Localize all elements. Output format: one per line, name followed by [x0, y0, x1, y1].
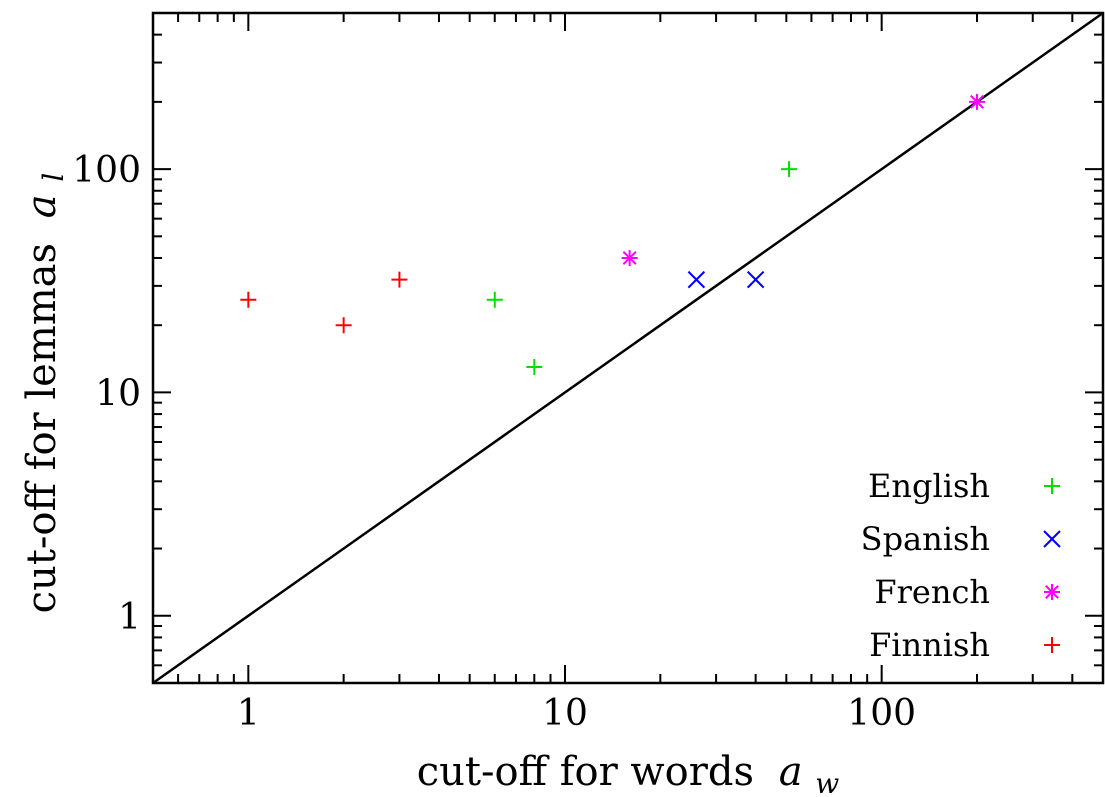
- data-point-english: [486, 291, 503, 308]
- legend-item-french: French: [874, 573, 1060, 611]
- marker-stroke: [746, 270, 765, 289]
- marker-stroke: [687, 270, 706, 289]
- x-axis-label-subscript: w: [815, 767, 839, 797]
- legend-marker-spanish: [1043, 530, 1061, 548]
- x-tick-labels: 1 10 100: [237, 693, 916, 734]
- data-point-english: [781, 161, 798, 178]
- data-point-finnish: [391, 271, 408, 288]
- legend-label: French: [874, 573, 990, 611]
- x-axis-label-symbol: a: [779, 749, 803, 795]
- y-tick-label: 1: [118, 597, 141, 638]
- y-tick-label: 100: [72, 150, 141, 191]
- x-tick-label: 1: [237, 693, 260, 734]
- legend: English Spanish French Finnish: [861, 467, 1061, 664]
- marker-stroke: [1043, 530, 1061, 548]
- legend-label: Finnish: [869, 626, 990, 664]
- y-axis-label: cut-off for lemmas a l: [19, 173, 70, 614]
- marker-stroke: [1045, 585, 1059, 599]
- data-points: [240, 93, 985, 375]
- x-tick-label: 10: [542, 693, 588, 734]
- data-point-english: [526, 358, 543, 375]
- data-point-finnish: [240, 291, 257, 308]
- data-point-spanish: [746, 270, 765, 289]
- legend-item-english: English: [868, 467, 1060, 505]
- legend-marker-english: [1044, 478, 1060, 494]
- marker-stroke: [622, 251, 637, 265]
- legend-label: Spanish: [861, 520, 990, 558]
- legend-item-finnish: Finnish: [869, 626, 1060, 664]
- marker-stroke: [970, 94, 984, 109]
- identity-line: [152, 11, 1104, 685]
- major-ticks: [153, 13, 1103, 683]
- legend-label: English: [868, 467, 990, 505]
- data-point-french: [968, 93, 985, 110]
- y-tick-label: 10: [95, 373, 141, 414]
- legend-marker-french: [1044, 584, 1060, 600]
- y-axis-label-symbol: a: [19, 194, 65, 218]
- data-point-french: [621, 249, 638, 266]
- plot-frame: [151, 11, 1105, 685]
- minor-ticks: [153, 13, 1103, 683]
- x-tick-label: 100: [847, 693, 916, 734]
- y-axis-label-text: cut-off for lemmas: [19, 243, 65, 613]
- legend-marker-finnish: [1044, 637, 1060, 653]
- x-axis-label: cut-off for words a w: [417, 749, 840, 797]
- data-point-finnish: [335, 317, 352, 334]
- y-tick-labels: 1 10 100: [72, 150, 141, 638]
- y-axis-label-subscript: l: [37, 173, 70, 182]
- data-point-spanish: [687, 270, 706, 289]
- legend-item-spanish: Spanish: [861, 520, 1061, 558]
- x-axis-label-text: cut-off for words: [417, 749, 754, 795]
